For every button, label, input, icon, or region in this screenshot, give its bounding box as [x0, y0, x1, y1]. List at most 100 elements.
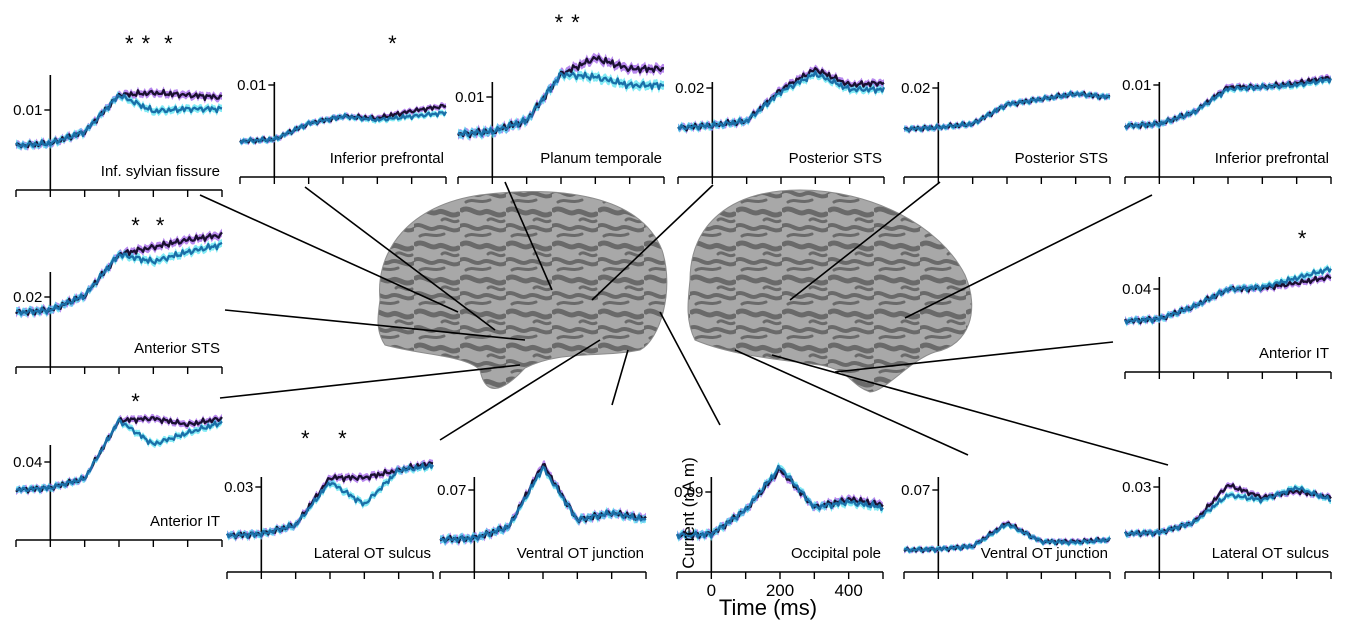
region-title: Ventral OT junction	[981, 545, 1108, 562]
connector-line-3	[591, 184, 714, 301]
region-title: Inf. sylvian fissure	[101, 163, 220, 180]
region-title: Posterior STS	[789, 150, 882, 167]
region-title: Posterior STS	[1015, 150, 1108, 167]
series-line	[15, 93, 223, 148]
region-title: Ventral OT junction	[517, 545, 644, 562]
series-line	[903, 90, 1111, 132]
y-tick-label: 0.09	[674, 484, 703, 501]
series-band	[16, 413, 222, 496]
series-line	[457, 71, 665, 138]
connector-line-9	[439, 339, 601, 441]
series-line	[675, 464, 884, 540]
series-line	[677, 70, 886, 131]
significance-star: *	[131, 389, 140, 414]
series-band	[16, 416, 222, 496]
right-hemisphere-surface	[687, 189, 973, 393]
connector-line-0	[199, 194, 459, 313]
series-band	[458, 68, 664, 141]
y-tick-label: 0.04	[13, 454, 42, 471]
connector-line-2	[504, 181, 553, 291]
significance-star: *	[571, 10, 580, 35]
series-band	[16, 239, 222, 319]
series-band	[904, 89, 1110, 134]
region-title: Lateral OT sulcus	[1212, 545, 1329, 562]
region-title: Anterior IT	[150, 513, 220, 530]
series-line	[1124, 483, 1332, 537]
region-title: Anterior IT	[1259, 345, 1329, 362]
y-tick-label: 0.01	[455, 89, 484, 106]
region-title: Planum temporale	[540, 150, 662, 167]
y-tick-label: 0.04	[1122, 281, 1151, 298]
significance-star: *	[301, 426, 310, 451]
region-panel: 0.07 Ventral OT junction	[437, 460, 647, 579]
region-title: Inferior prefrontal	[1215, 150, 1329, 167]
significance-star: *	[131, 213, 140, 238]
region-title: Lateral OT sulcus	[314, 545, 431, 562]
significance-star: *	[156, 213, 165, 238]
connector-line-7	[834, 341, 1114, 373]
region-panel: 0.03 Lateral OT sulcus * *	[224, 426, 434, 579]
connector-line-10	[611, 349, 629, 406]
region-title: Anterior STS	[134, 340, 220, 357]
series-band	[440, 460, 646, 547]
connector-line-4	[789, 181, 941, 301]
y-tick-label: 0.02	[13, 289, 42, 306]
region-panel: 0.01 Planum temporale * *	[455, 10, 665, 184]
y-tick-label: 0.01	[1122, 77, 1151, 94]
significance-star: *	[125, 31, 134, 56]
region-panel: 0.02 Anterior STS * *	[13, 213, 223, 374]
y-tick-label: 0.03	[224, 479, 253, 496]
region-panels: 0.01 Inf. sylvian fissure * * * 0.01 Inferior …	[13, 10, 1333, 600]
connector-line-5	[904, 194, 1153, 319]
y-axis-title: Current (nA m)	[679, 457, 698, 568]
series-line	[1124, 77, 1333, 130]
y-tick-label: 0.01	[13, 102, 42, 119]
series-band	[1125, 483, 1331, 539]
y-tick-label: 0.07	[437, 482, 466, 499]
significance-star: *	[338, 426, 347, 451]
connector-line-13	[771, 354, 1169, 466]
significance-star: *	[555, 10, 564, 35]
connector-line-11	[659, 311, 721, 426]
y-tick-label: 0.01	[237, 77, 266, 94]
region-panel: 0.02 Posterior STS	[901, 80, 1111, 184]
series-line	[225, 462, 434, 539]
region-panel: 0.09 Occipital pole	[674, 462, 884, 579]
series-line	[1123, 485, 1332, 537]
x-axis-title: Time (ms)	[719, 595, 817, 620]
region-panel: 0.04 Anterior IT *	[1122, 226, 1332, 379]
x-tick-label: 400	[834, 581, 862, 600]
connector-line-12	[734, 349, 969, 456]
series-band	[1125, 264, 1331, 327]
series-band	[16, 228, 222, 319]
series-line	[15, 241, 223, 316]
region-panel: 0.03 Lateral OT sulcus	[1122, 477, 1332, 579]
significance-star: *	[164, 31, 173, 56]
left-hemisphere-surface	[377, 191, 668, 389]
series-line	[239, 111, 448, 145]
series-line	[15, 418, 223, 493]
y-tick-label: 0.02	[901, 80, 930, 97]
series-line	[15, 415, 223, 494]
y-tick-label: 0.07	[901, 482, 930, 499]
y-tick-label: 0.02	[675, 80, 704, 97]
connector-line-8	[219, 364, 521, 399]
region-panel: 0.01 Inferior prefrontal *	[237, 31, 448, 184]
region-title: Inferior prefrontal	[330, 150, 444, 167]
series-line	[903, 522, 1111, 553]
series-band	[678, 67, 884, 133]
connector-line-6	[224, 309, 526, 341]
region-connector-lines	[199, 181, 1169, 466]
significance-star: *	[1298, 226, 1307, 251]
x-tick-label: 200	[766, 581, 794, 600]
series-band	[440, 462, 646, 547]
series-line	[15, 231, 223, 316]
brain-surfaces	[377, 189, 973, 393]
significance-star: *	[141, 31, 150, 56]
series-line	[1123, 266, 1332, 325]
region-panel: 0.02 Posterior STS	[675, 64, 886, 184]
shared-axis-labels: Current (nA m) Time (ms)	[679, 457, 817, 620]
region-panel: 0.01 Inferior prefrontal	[1122, 73, 1333, 184]
region-panel: 0.04 Anterior IT *	[13, 389, 223, 547]
